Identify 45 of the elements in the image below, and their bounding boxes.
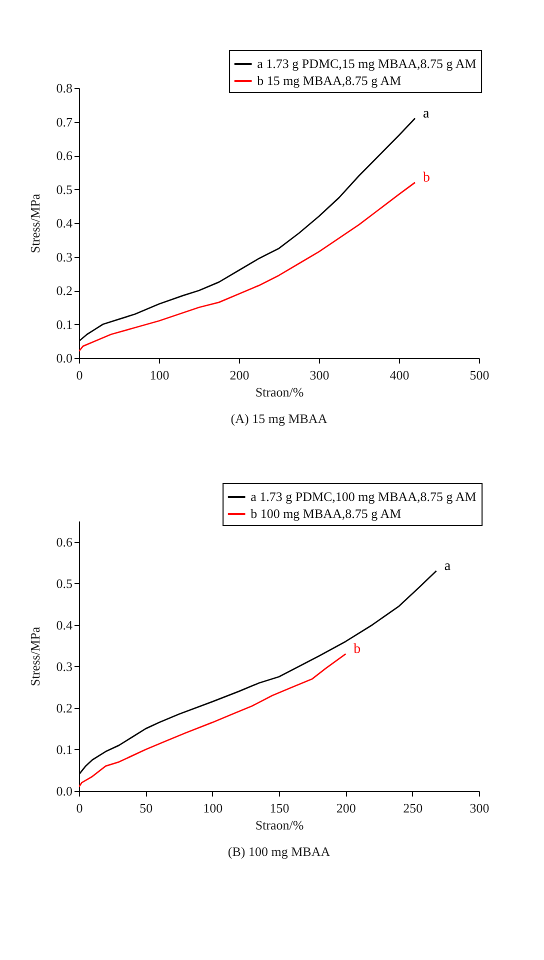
y-tick-label: 0.1: [56, 742, 72, 757]
y-tick-label: 0.2: [56, 283, 72, 298]
y-tick-label: 0.6: [56, 148, 73, 163]
legend-label: b 15 mg MBAA,8.75 g AM: [257, 73, 402, 88]
x-tick-label: 150: [270, 800, 290, 816]
x-tick-label: 300: [470, 800, 490, 816]
annotation: a: [444, 558, 452, 574]
x-axis-title: Straon/%: [255, 384, 304, 400]
legend-label: a 1.73 g PDMC,15 mg MBAA,8.75 g AM: [257, 56, 477, 71]
x-tick-label: 100: [203, 800, 223, 816]
y-tick-label: 0.7: [56, 114, 73, 130]
x-axis-title: Straon/%: [255, 818, 304, 832]
y-tick-label: 0.0: [56, 784, 72, 798]
x-tick-label: 200: [230, 368, 250, 382]
y-tick-label: 0.3: [56, 249, 72, 264]
legend-label: b 100 mg MBAA,8.75 g AM: [250, 506, 402, 521]
x-tick-label: 300: [310, 368, 330, 382]
y-axis-title: Stress/MPa: [27, 194, 42, 254]
annotation: b: [354, 642, 361, 657]
y-tick-label: 0.5: [56, 182, 72, 197]
annotation: b: [423, 170, 430, 186]
line-series: [79, 182, 416, 352]
x-tick-label: 200: [336, 800, 356, 816]
x-tick-label: 500: [470, 368, 490, 382]
y-tick-label: 0.4: [56, 617, 73, 632]
annotation: a: [423, 106, 430, 122]
x-tick-label: 400: [390, 368, 410, 382]
line-series: [79, 653, 346, 788]
legend-label: a 1.73 g PDMC,100 mg MBAA,8.75 g AM: [250, 489, 477, 504]
y-tick-label: 0.4: [56, 216, 73, 230]
x-tick-label: 50: [140, 800, 153, 816]
text: (A) 15 mg MBAA: [230, 411, 328, 426]
y-tick-label: 0.5: [56, 576, 72, 591]
x-tick-label: 0: [76, 800, 83, 816]
x-tick-label: 100: [150, 368, 170, 382]
x-tick-label: 250: [403, 800, 423, 816]
y-tick-label: 0.2: [56, 700, 72, 716]
text: (B) 100 mg MBAA: [228, 844, 331, 859]
y-tick-label: 0.6: [56, 534, 73, 550]
y-tick-label: 0.3: [56, 658, 72, 674]
y-tick-label: 0.1: [56, 316, 72, 332]
y-tick-label: 0.0: [56, 350, 72, 366]
y-axis-title: Stress/MPa: [27, 626, 42, 686]
y-tick-label: 0.8: [56, 80, 72, 96]
x-tick-label: 0: [76, 368, 83, 382]
